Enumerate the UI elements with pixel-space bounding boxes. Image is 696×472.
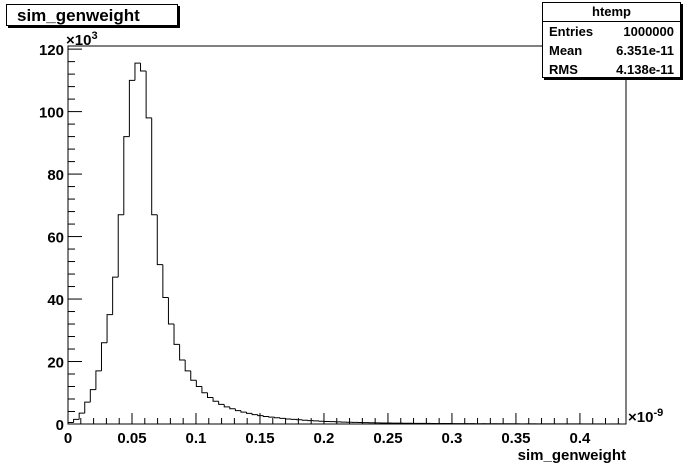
histogram-bin [257, 414, 264, 417]
histogram-bin [100, 342, 108, 371]
y-tick-label: 20 [47, 355, 64, 372]
stats-label: Entries [549, 24, 594, 39]
stats-value: 1000000 [623, 24, 674, 39]
histogram-bin [184, 359, 191, 372]
y-tick-label: 60 [47, 230, 64, 247]
histogram-bin [173, 324, 180, 345]
histogram-bin [207, 392, 214, 398]
x-exponent: ×10-9 [628, 407, 663, 426]
x-axis: 0 0.05 0.1 0.15 0.2 0.25 0.3 0.35 0.4 [64, 413, 619, 447]
histogram-title: sim_genweight [6, 4, 178, 26]
y-tick-label: 0 [56, 417, 64, 434]
histogram-bin [151, 117, 158, 216]
y-tick-label: 80 [47, 167, 64, 184]
histogram-bin [218, 401, 225, 405]
histogram-bin [167, 297, 175, 325]
stats-label: RMS [549, 62, 578, 77]
histogram-bin [84, 401, 91, 414]
x-tick-label: 0.05 [117, 430, 146, 447]
histogram-bin [156, 214, 163, 266]
histogram-bin [145, 70, 152, 119]
y-tick-label: 40 [47, 292, 64, 309]
histogram-bin [89, 389, 96, 403]
stats-row-rms: RMS 4.138e-11 [543, 60, 680, 79]
x-tick-label: 0.15 [245, 430, 274, 447]
histogram-bin [95, 370, 102, 390]
histogram-bin [212, 397, 219, 402]
x-tick-label: 0.4 [569, 430, 591, 447]
stats-label: Mean [549, 43, 583, 58]
histogram-bin [117, 214, 124, 278]
x-tick-label: 0.3 [442, 430, 463, 447]
histogram-bin [285, 418, 292, 420]
histogram-bin [229, 406, 236, 410]
y-axis: 0 20 40 60 80 100 120 [39, 42, 82, 434]
histogram-bin [134, 62, 141, 81]
stats-row-entries: Entries 1000000 [543, 22, 680, 41]
histogram-bin [201, 386, 208, 394]
x-tick-label: 0.2 [314, 430, 335, 447]
histogram-bin [106, 314, 113, 343]
histogram-bin [195, 380, 202, 388]
histogram-bin [162, 264, 169, 298]
histogram-bin [246, 412, 253, 414]
histogram-bin [179, 344, 186, 361]
histogram-bin [140, 63, 147, 72]
histogram-bin [73, 418, 80, 423]
x-tick-label: 0.35 [501, 430, 530, 447]
histogram-bin [240, 410, 247, 413]
histogram-bin [234, 408, 241, 412]
x-tick-label: 0.25 [373, 430, 402, 447]
histogram-bin [223, 404, 230, 408]
stats-row-mean: Mean 6.351e-11 [543, 41, 680, 60]
histogram-bin [128, 79, 135, 137]
x-tick-label: 0.1 [186, 430, 207, 447]
histogram-bin [190, 370, 197, 381]
stats-value: 4.138e-11 [616, 62, 674, 77]
plot-frame [67, 45, 627, 425]
x-tick-label: 0 [64, 430, 72, 447]
y-tick-label: 100 [39, 105, 64, 122]
stats-value: 6.351e-11 [616, 43, 674, 58]
stats-box: htemp Entries 1000000 Mean 6.351e-11 RMS… [542, 2, 681, 78]
histogram-series [67, 62, 627, 425]
x-axis-label: sim_genweight [518, 447, 626, 464]
histogram-bin [78, 412, 85, 420]
histogram-bin [123, 136, 130, 215]
histogram-bin [273, 417, 281, 419]
y-exponent: ×103 [66, 30, 98, 49]
histogram-bin [262, 415, 269, 418]
y-tick-label: 120 [39, 42, 64, 59]
stats-header: htemp [543, 3, 680, 22]
histogram-bin [251, 413, 258, 416]
histogram-bin [112, 276, 119, 315]
histogram-bin [268, 416, 275, 418]
histogram-bin [279, 417, 286, 419]
